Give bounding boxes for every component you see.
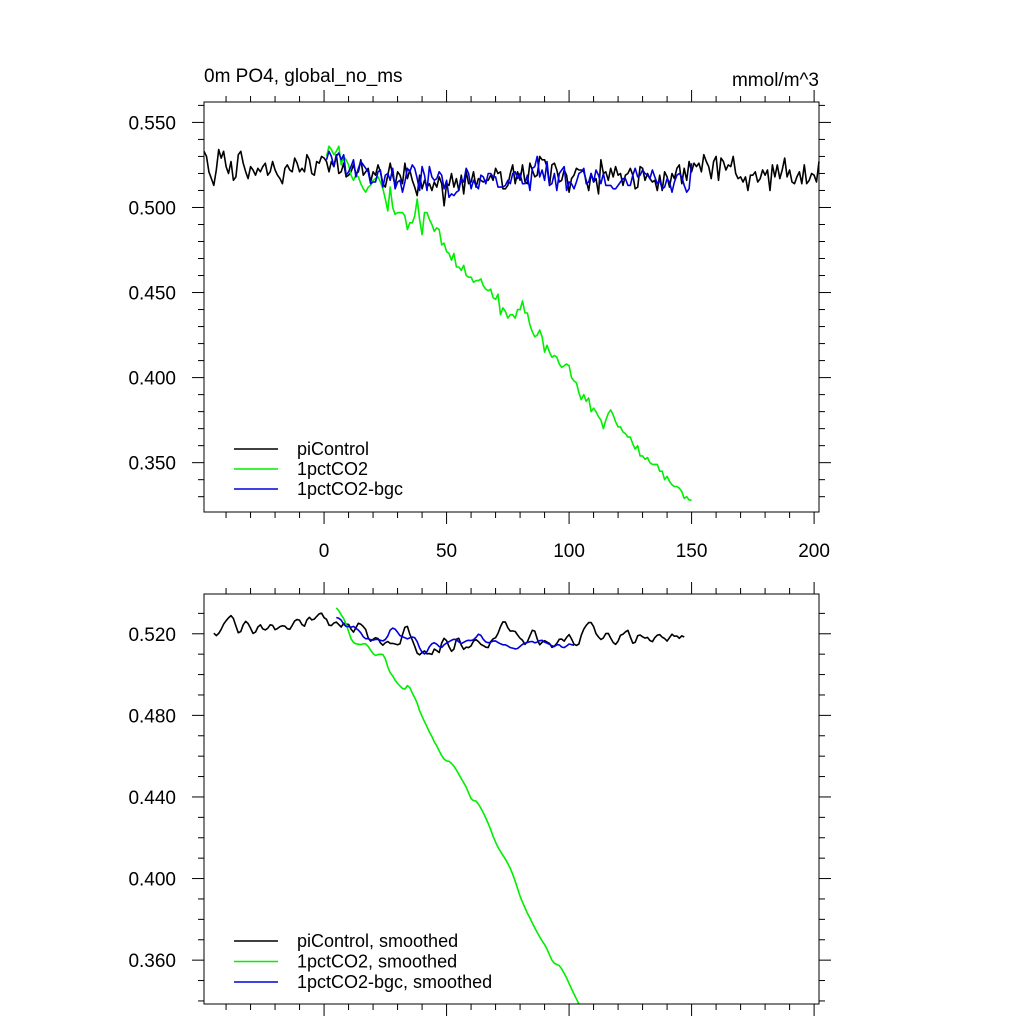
top-legend-label: 1pctCO2-bgc — [297, 479, 403, 499]
bottom-legend-label: 1pctCO2-bgc, smoothed — [297, 972, 492, 992]
top-y-tick-label: 0.450 — [128, 284, 176, 305]
bottom-plot-frame — [203, 593, 820, 1005]
top-y-tick-label: 0.400 — [128, 369, 176, 390]
top-y-tick-label: 0.350 — [128, 454, 176, 475]
top-x-tick-label: 100 — [553, 541, 585, 562]
bottom-y-tick-label: 0.440 — [128, 788, 176, 809]
top-x-tick-label: 150 — [676, 541, 708, 562]
bottom-legend-label: piControl, smoothed — [297, 931, 458, 951]
top-series-line-picontrol — [203, 148, 820, 207]
top-series-line-1pctco2-bgc — [325, 150, 693, 199]
bottom-y-tick-label: 0.360 — [128, 951, 176, 972]
top-series-line-1pctco2 — [325, 145, 692, 501]
plot-title: 0m PO4, global_no_ms — [204, 66, 403, 87]
bottom-series-line-picontrol-smoothed — [213, 612, 685, 656]
top-legend-label: piControl — [297, 439, 369, 459]
top-x-tick-label: 200 — [798, 541, 830, 562]
bottom-legend-label: 1pctCO2, smoothed — [297, 952, 457, 972]
top-y-tick-label: 0.550 — [128, 113, 176, 134]
bottom-series-line-1pctco2-bgc-smoothed — [336, 616, 575, 655]
bottom-y-tick-label: 0.520 — [128, 625, 176, 646]
bottom-y-tick-label: 0.480 — [128, 706, 176, 727]
bottom-y-tick-label: 0.400 — [128, 870, 176, 891]
top-panel: 0.350 0.400 0.450 0.500 0.550 0 50 100 150 200 piC… — [128, 90, 831, 562]
bottom-series-line-1pctco2-smoothed — [335, 607, 580, 1005]
units-label: mmol/m^3 — [732, 70, 819, 91]
top-legend-label: 1pctCO2 — [297, 459, 368, 479]
top-y-tick-label: 0.500 — [128, 198, 176, 219]
top-x-tick-label: 0 — [319, 541, 330, 562]
bottom-panel: 0.360 0.400 0.440 0.480 0.520 piControl, smoo… — [128, 582, 831, 1016]
top-plot-frame — [203, 101, 820, 513]
top-x-tick-label: 50 — [436, 541, 457, 562]
